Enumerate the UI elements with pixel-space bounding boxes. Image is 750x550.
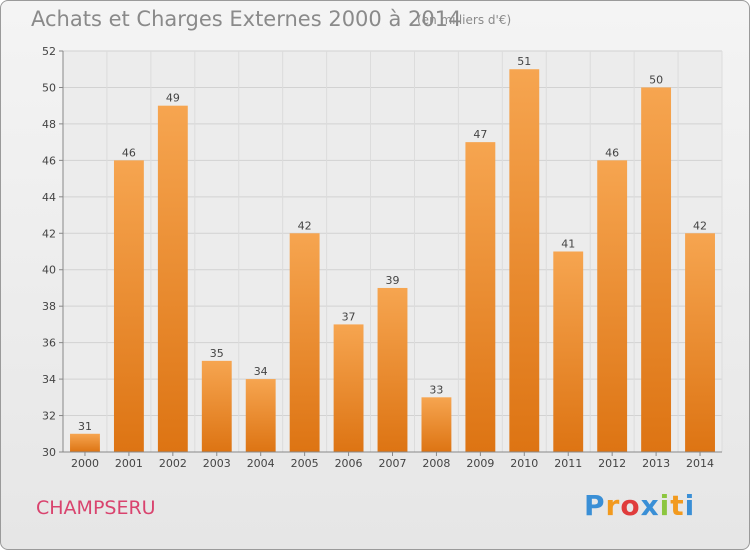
data-label-2008: 33	[429, 383, 443, 396]
data-label-2004: 34	[254, 365, 268, 378]
chart-title: Achats et Charges Externes 2000 à 2014	[31, 7, 462, 31]
x-tick-label-2010: 2010	[510, 457, 538, 470]
x-tick-label-2013: 2013	[642, 457, 670, 470]
logo-letter: i	[684, 489, 696, 522]
logo-letter: o	[620, 489, 641, 522]
y-tick-label: 50	[42, 81, 56, 94]
y-tick-label: 48	[42, 118, 56, 131]
y-tick-label: 30	[42, 446, 56, 459]
bar-2006	[333, 324, 364, 452]
x-tick-label-2001: 2001	[115, 457, 143, 470]
bar-2009	[465, 142, 496, 453]
data-label-2001: 46	[122, 146, 136, 159]
bar-2004	[245, 379, 276, 452]
data-label-2012: 46	[605, 146, 619, 159]
x-tick-label-2002: 2002	[159, 457, 187, 470]
y-tick-label: 32	[42, 410, 56, 423]
y-tick-label: 40	[42, 264, 56, 277]
data-label-2009: 47	[473, 128, 487, 141]
x-tick-label-2008: 2008	[422, 457, 450, 470]
y-tick-label: 46	[42, 154, 56, 167]
bar-layer	[70, 69, 715, 453]
x-tick-label-2005: 2005	[291, 457, 319, 470]
y-tick-label: 36	[42, 337, 56, 350]
bar-2008	[421, 397, 452, 452]
bar-2003	[201, 360, 232, 452]
bar-2013	[641, 87, 672, 453]
bar-2000	[70, 433, 100, 452]
y-tick-label: 34	[42, 373, 56, 386]
y-tick-label: 38	[42, 300, 56, 313]
logo-letter: i	[659, 489, 671, 522]
logo-letter: t	[670, 489, 685, 522]
x-tick-label-2004: 2004	[247, 457, 275, 470]
proxiti-logo[interactable]: Proxiti	[584, 489, 695, 522]
y-tick-label: 44	[42, 191, 56, 204]
data-label-2002: 49	[166, 92, 180, 105]
bar-2005	[289, 233, 320, 452]
x-tick-label-2003: 2003	[203, 457, 231, 470]
bar-2007	[377, 287, 408, 452]
town-name: CHAMPSERU	[36, 497, 156, 519]
data-label-2014: 42	[693, 219, 707, 232]
bar-2012	[597, 160, 628, 452]
x-tick-label-2012: 2012	[598, 457, 626, 470]
bar-2011	[553, 251, 584, 452]
x-tick-label-2007: 2007	[379, 457, 407, 470]
logo-letter: r	[605, 489, 621, 522]
x-tick-label-2000: 2000	[71, 457, 99, 470]
logo-letter: P	[584, 489, 606, 522]
bar-2002	[157, 105, 188, 452]
x-tick-label-2006: 2006	[335, 457, 363, 470]
data-label-2011: 41	[561, 238, 575, 251]
bar-2010	[509, 69, 540, 453]
logo-letter: x	[640, 489, 660, 522]
label-layer: 31 46 49 35 34 42 37 39 33 47 51 41 46 50 42	[78, 55, 707, 433]
data-label-2005: 42	[298, 219, 312, 232]
data-label-2013: 50	[649, 73, 663, 86]
y-tick-label: 52	[42, 45, 56, 58]
x-tick-label-2009: 2009	[466, 457, 494, 470]
data-label-2000: 31	[78, 420, 92, 433]
data-label-2010: 51	[517, 55, 531, 68]
data-label-2006: 37	[342, 310, 356, 323]
x-tick-label-2014: 2014	[686, 457, 714, 470]
y-tick-label: 42	[42, 227, 56, 240]
bar-2001	[113, 160, 144, 452]
axis-layer: 30 32 34 36 38 40 42 44 46 48 50 52 2000 2001 2002 2003…	[42, 45, 722, 470]
chart-subtitle: (en milliers d'€)	[417, 13, 512, 27]
data-label-2003: 35	[210, 347, 224, 360]
x-tick-label-2011: 2011	[554, 457, 582, 470]
data-label-2007: 39	[386, 274, 400, 287]
bar-2014	[685, 233, 715, 452]
